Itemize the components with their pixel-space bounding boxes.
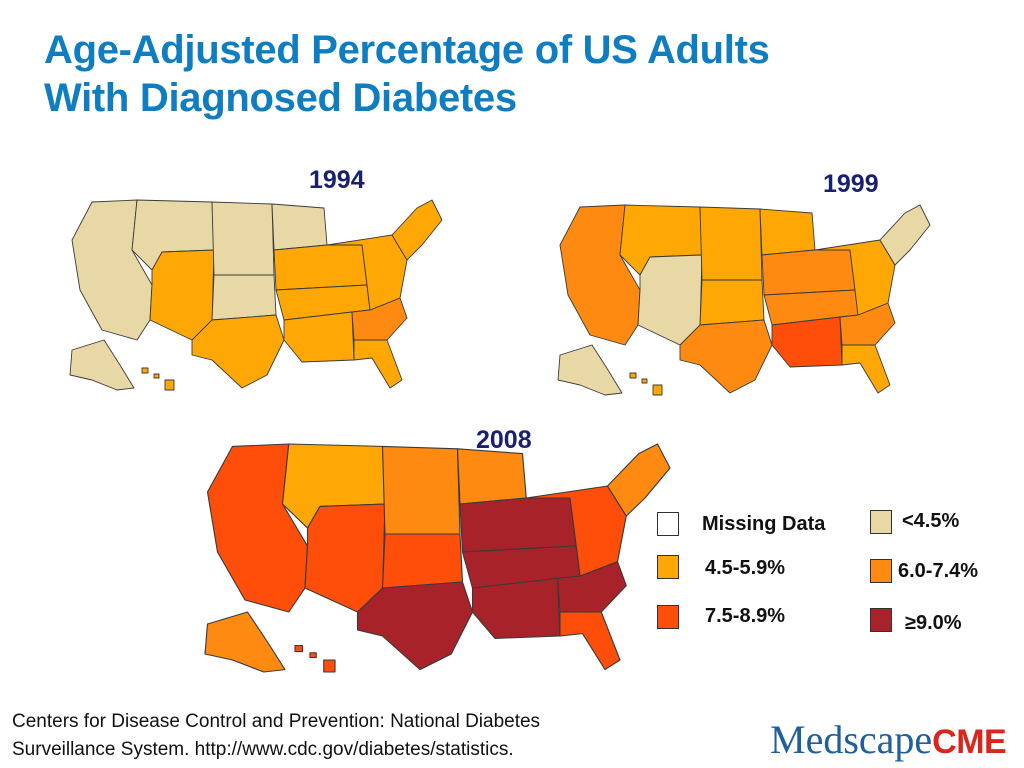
region-mountain-s [637, 254, 703, 346]
legend-label-7-5-8-9: 7.5-8.9% [705, 605, 786, 627]
region-lower-midwest [273, 244, 368, 291]
region-new-england [391, 199, 443, 261]
region-plains-n [381, 445, 461, 535]
region-plains-n [699, 206, 763, 281]
region-upper-midwest [759, 208, 816, 256]
region-deep-south [471, 577, 561, 639]
medscape-cme-logo: MedscapeCME [770, 716, 1007, 766]
logo-text-m: M [770, 717, 806, 762]
region-upper-midwest [456, 448, 527, 505]
region-texas [191, 314, 285, 389]
region-mountain-s [149, 249, 215, 341]
region-new-england [606, 443, 671, 517]
region-hawaii [629, 372, 663, 396]
title-line-2: With Diagnosed Diabetes [44, 76, 517, 120]
region-hawaii [141, 367, 175, 391]
region-alaska [557, 344, 623, 396]
us-map-2008 [195, 432, 683, 684]
map-year-1999: 1999 [823, 170, 879, 198]
region-florida [559, 611, 621, 671]
region-deep-south [771, 316, 843, 368]
citation: Centers for Disease Control and Preventi… [12, 708, 692, 764]
map-year-2008: 2008 [476, 426, 532, 454]
legend-swatch-4-5-5-9 [657, 555, 679, 579]
citation-line-1: Centers for Disease Control and Preventi… [12, 711, 541, 732]
citation-line-2: Surveillance System. http://www.cdc.gov/… [12, 739, 514, 760]
slide-title: Age-Adjusted Percentage of US Adults Wit… [44, 26, 944, 122]
legend-label-lt-4-5: <4.5% [902, 510, 960, 532]
region-new-england [879, 204, 931, 266]
region-hawaii [294, 645, 336, 673]
region-plains-n [211, 201, 275, 276]
legend-label-missing: Missing Data [702, 513, 826, 535]
region-mountain-s [304, 503, 386, 613]
region-florida [841, 344, 891, 394]
legend-swatch-ge-9-0 [870, 608, 892, 632]
region-alaska [204, 611, 286, 673]
legend-label-4-5-5-9: 4.5-5.9% [705, 557, 786, 579]
region-plains-s [699, 279, 765, 326]
map-year-1994: 1994 [309, 166, 365, 194]
region-upper-midwest [271, 203, 328, 251]
region-alaska [69, 339, 135, 391]
map-svg-1994 [69, 199, 443, 391]
logo-text-edscape: edscape [805, 717, 933, 762]
legend-label-6-0-7-4: 6.0-7.4% [898, 560, 979, 582]
region-lower-midwest [459, 497, 577, 553]
legend-swatch-7-5-8-9 [657, 605, 679, 629]
region-texas [679, 319, 773, 394]
legend-swatch-lt-4-5 [870, 510, 892, 534]
map-svg-1999 [557, 204, 931, 396]
legend-swatch-missing [657, 512, 679, 536]
us-map-1999 [550, 195, 940, 405]
logo-text-cme: CME [932, 723, 1007, 761]
region-deep-south [283, 311, 355, 363]
region-lower-midwest [761, 249, 856, 296]
title-line-1: Age-Adjusted Percentage of US Adults [44, 28, 770, 72]
map-svg-2008 [204, 443, 671, 673]
us-map-1994 [62, 190, 452, 400]
region-plains-s [381, 533, 464, 589]
region-florida [353, 339, 403, 389]
region-texas [356, 581, 474, 671]
legend-label-ge-9-0: ≥9.0% [905, 612, 962, 634]
legend-swatch-6-0-7-4 [870, 559, 892, 583]
region-plains-s [211, 274, 277, 321]
